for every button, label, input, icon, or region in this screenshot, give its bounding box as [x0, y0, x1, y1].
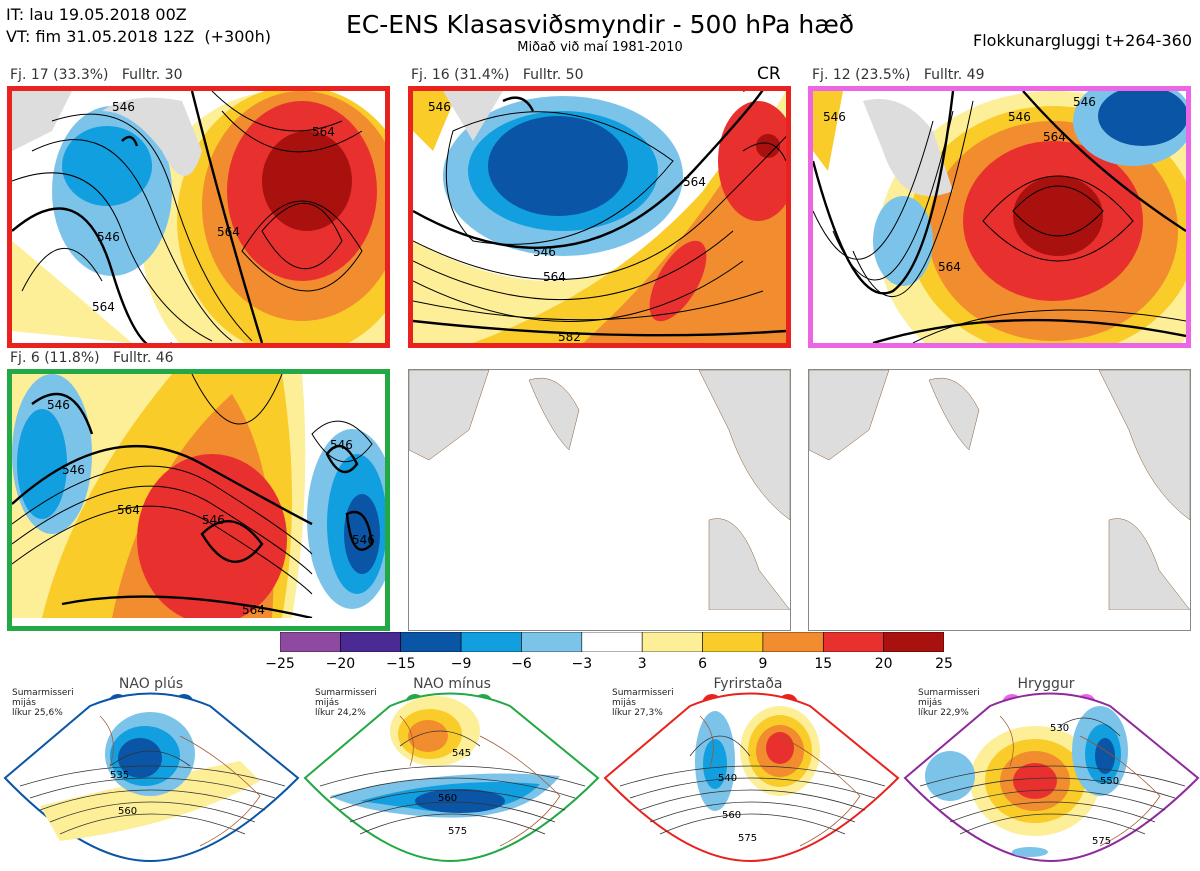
valid-time: VT: fim 31.05.2018 12Z (+300h) [6, 27, 271, 46]
regime-title-ridge: Hryggur [1017, 676, 1075, 692]
page-subtitle: Miðað við maí 1981-2010 [517, 40, 683, 55]
regime-blocking-graphic: 540 560 575 [603, 692, 900, 863]
regime-title-blocking: Fyrirstaða [713, 676, 783, 692]
contour-label: 546 [428, 100, 451, 114]
regime-contour-label: 575 [448, 826, 467, 837]
panel-2-cr-badge: CR [757, 64, 781, 84]
cluster-map-panel-2[interactable]: 546 546 564 564 582 [408, 86, 791, 348]
contour-label: 546 [823, 110, 846, 124]
regime-contour-label: 575 [738, 833, 757, 844]
cluster-map-1-graphic: 546 564 564 546 564 [12, 91, 385, 343]
colorbar-swatch [762, 631, 824, 653]
page-title: EC-ENS Klasasviðsmyndir - 500 hPa hæð [345, 10, 855, 39]
colorbar-swatch [340, 631, 402, 653]
empty-map-panel-6 [808, 369, 1191, 631]
colorbar-tick-label: 20 [874, 656, 893, 672]
regime-map-nao-plus: 535 560 [0, 676, 300, 871]
colorbar-swatch [460, 631, 522, 653]
contour-label: 546 [112, 100, 135, 114]
header-run-info: IT: lau 19.05.2018 00Z VT: fim 31.05.2018… [6, 4, 271, 48]
regime-nao-minus-graphic: 545 560 575 [303, 692, 600, 863]
base-map-5-graphic [409, 370, 790, 610]
colorbar-tick-label: −25 [265, 656, 295, 672]
colorbar-swatch [521, 631, 583, 653]
panel-2-label: Fj. 16 (31.4%) Fulltr. 50 [411, 67, 584, 83]
colorbar-tick-label: 3 [637, 656, 647, 672]
regime-contour-label: 575 [1092, 836, 1111, 847]
contour-label: 546 [47, 398, 70, 412]
cluster-map-panel-4[interactable]: 546 546 564 546 564 546 546 [7, 369, 390, 631]
contour-label: 546 [330, 438, 353, 452]
regime-contour-label: 560 [118, 806, 137, 817]
contour-label: 564 [242, 603, 265, 617]
colorbar-tick-label: −20 [325, 656, 356, 672]
colorbar-swatch [641, 631, 703, 653]
cluster-map-3-graphic: 546 546 564 564 546 [813, 91, 1186, 343]
regime-contour-label: 540 [718, 773, 737, 784]
colorbar-swatch [822, 631, 884, 653]
panel-1-label: Fj. 17 (33.3%) Fulltr. 30 [10, 67, 183, 83]
contour-label: 546 [1008, 110, 1031, 124]
regime-note-nao-plus: Sumarmisseri mijás líkur 25,6% [12, 688, 74, 718]
regime-note-nao-minus: Sumarmisseri mijás líkur 24,2% [315, 688, 377, 718]
regime-contour-label: 545 [452, 748, 471, 759]
empty-map-panel-5 [408, 369, 791, 631]
contour-label: 564 [543, 270, 566, 284]
contour-label: 546 [62, 463, 85, 477]
colorbar-swatch [581, 631, 643, 653]
contour-label: 564 [683, 175, 706, 189]
contour-label: 564 [312, 125, 335, 139]
regime-map-nao-minus: 545 560 575 [300, 676, 600, 871]
regime-contour-label: 560 [438, 793, 457, 804]
colorbar-tick-label: −15 [385, 656, 416, 672]
regime-title-nao-minus: NAO mínus [413, 676, 491, 692]
cluster-map-panel-3[interactable]: 546 546 564 564 546 [808, 86, 1191, 348]
regime-note-ridge: Sumarmisseri mijás líkur 22,9% [918, 688, 980, 718]
regime-nao-plus-graphic: 535 560 [3, 692, 300, 863]
contour-label: 564 [938, 260, 961, 274]
colorbar-tick-label: −3 [571, 656, 593, 672]
cluster-map-4-graphic: 546 546 564 546 564 546 546 [12, 374, 385, 618]
anomaly-colorbar [279, 631, 945, 653]
contour-label: 582 [558, 330, 581, 343]
colorbar-graphic [279, 631, 945, 653]
contour-label: 564 [217, 225, 240, 239]
colorbar-swatch [279, 631, 341, 653]
regime-contour-label: 560 [722, 810, 741, 821]
contour-label: 546 [352, 533, 375, 547]
colorbar-tick-label: −6 [511, 656, 532, 672]
contour-label: 546 [202, 513, 225, 527]
regime-ridge-graphic: 530 550 575 [903, 692, 1200, 863]
regime-title-nao-plus: NAO plús [118, 676, 184, 692]
contour-label: 564 [1043, 130, 1066, 144]
contour-label: 546 [97, 230, 120, 244]
colorbar-tick-label: 6 [698, 656, 707, 672]
regime-note-blocking: Sumarmisseri mijás líkur 27,3% [612, 688, 674, 718]
colorbar-swatch [883, 631, 945, 653]
colorbar-tick-label: 15 [814, 656, 833, 672]
cluster-map-2-graphic: 546 546 564 564 582 [413, 91, 786, 343]
cluster-map-panel-1[interactable]: 546 564 564 546 564 [7, 86, 390, 348]
colorbar-tick-label: 9 [758, 656, 768, 672]
colorbar-tick-label: −9 [450, 656, 472, 672]
init-time: IT: lau 19.05.2018 00Z [6, 5, 187, 24]
panel-4-label: Fj. 6 (11.8%) Fulltr. 46 [10, 350, 174, 366]
contour-label: 564 [117, 503, 140, 517]
regime-map-ridge: 530 550 575 [900, 676, 1200, 871]
regime-contour-label: 535 [110, 770, 129, 781]
regime-map-blocking: 540 560 575 [600, 676, 900, 871]
colorbar-swatch [702, 631, 764, 653]
colorbar-swatch [400, 631, 462, 653]
regime-contour-label: 550 [1100, 776, 1119, 787]
base-map-6-graphic [809, 370, 1190, 610]
regime-contour-label: 530 [1050, 723, 1069, 734]
colorbar-tick-label: 25 [935, 656, 953, 672]
contour-label: 546 [1073, 95, 1096, 109]
contour-label: 564 [92, 300, 115, 314]
classification-window: Flokkunargluggi t+264-360 [973, 31, 1192, 50]
contour-label: 546 [533, 245, 556, 259]
panel-3-label: Fj. 12 (23.5%) Fulltr. 49 [812, 67, 985, 83]
